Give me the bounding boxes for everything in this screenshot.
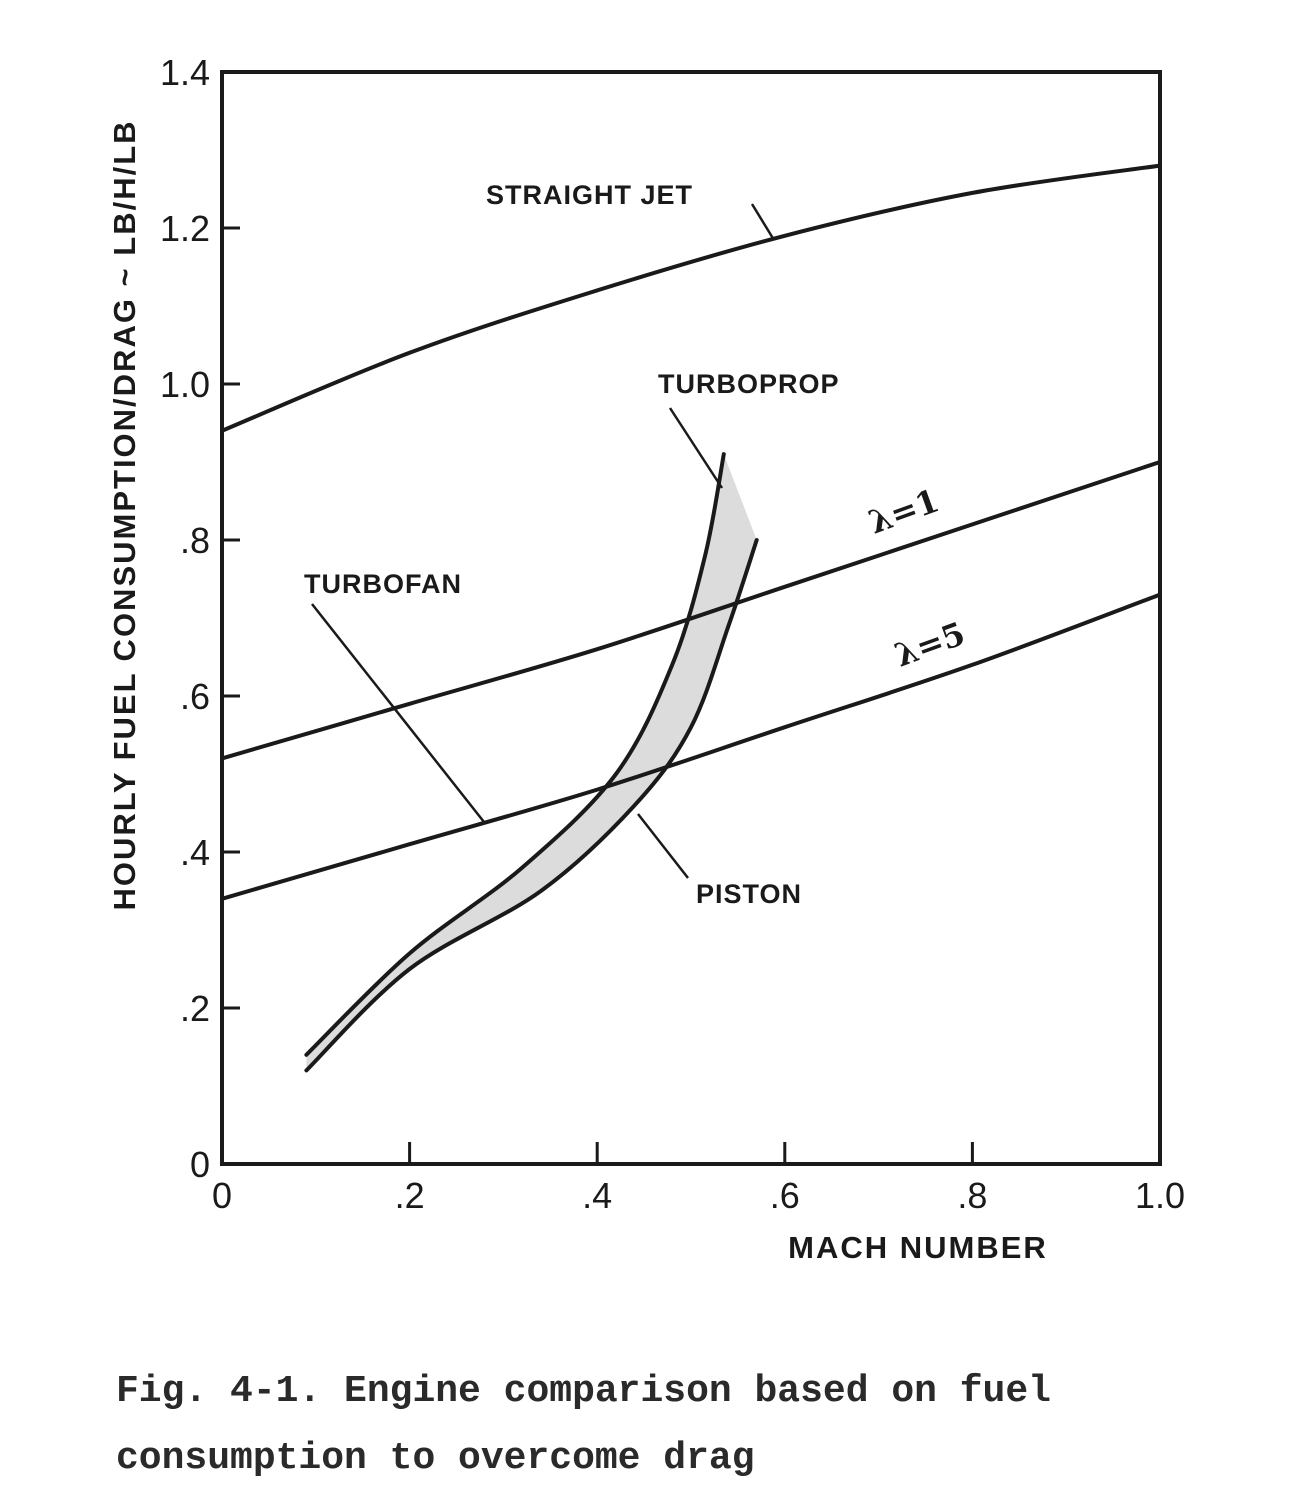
y-tick-label: 1.4 — [160, 52, 210, 93]
y-tick-label: .2 — [180, 988, 210, 1029]
x-tick-label: 0 — [212, 1175, 232, 1216]
x-axis-title: MACH NUMBER — [788, 1230, 1048, 1265]
label-lambda-1: λ=1 — [864, 481, 944, 541]
curve-turboprop — [304, 452, 726, 1057]
caption-line-1: Fig. 4-1. Engine comparison based on fue… — [116, 1370, 1051, 1413]
y-tick-label: .6 — [180, 676, 210, 717]
turboprop-piston-band — [306, 454, 757, 1071]
curve-lambda-5 — [220, 592, 1162, 901]
leader-turboprop — [668, 407, 724, 489]
x-tick-label: .4 — [582, 1175, 612, 1216]
x-tick-labels: 0 .2 .4 .6 .8 1.0 — [212, 1175, 1185, 1216]
plot-area — [220, 70, 1162, 1166]
x-tick-label: .6 — [770, 1175, 800, 1216]
leader-turbofan — [311, 603, 485, 823]
leader-straight-jet — [750, 203, 776, 241]
x-tick-label: .8 — [957, 1175, 987, 1216]
curves — [220, 163, 1162, 1073]
curve-piston — [304, 538, 759, 1073]
figure-caption: Fig. 4-1. Engine comparison based on fue… — [116, 1358, 1236, 1492]
label-turboprop: TURBOPROP — [658, 369, 840, 399]
label-lambda-5: λ=5 — [890, 614, 970, 674]
y-axis-title: HOURLY FUEL CONSUMPTION/DRAG ~ LB/H/LB — [107, 119, 142, 910]
x-tick-label: 1.0 — [1135, 1175, 1185, 1216]
y-tick-labels: 0 .2 .4 .6 .8 1.0 1.2 1.4 — [160, 52, 210, 1185]
x-tick-label: .2 — [395, 1175, 425, 1216]
y-tick-label: 1.0 — [160, 364, 210, 405]
y-tick-label: .8 — [180, 520, 210, 561]
caption-line-2: consumption to overcome drag — [116, 1437, 755, 1480]
leader-piston — [637, 813, 689, 879]
axis-ticks — [222, 226, 974, 1164]
label-turbofan: TURBOFAN — [304, 569, 462, 599]
plot-frame — [220, 70, 1162, 1166]
label-straight-jet: STRAIGHT JET — [486, 180, 693, 210]
label-piston: PISTON — [696, 879, 802, 909]
y-tick-label: 0 — [190, 1144, 210, 1185]
curve-straight-jet — [220, 163, 1162, 433]
y-tick-label: .4 — [180, 832, 210, 873]
y-tick-label: 1.2 — [160, 208, 210, 249]
